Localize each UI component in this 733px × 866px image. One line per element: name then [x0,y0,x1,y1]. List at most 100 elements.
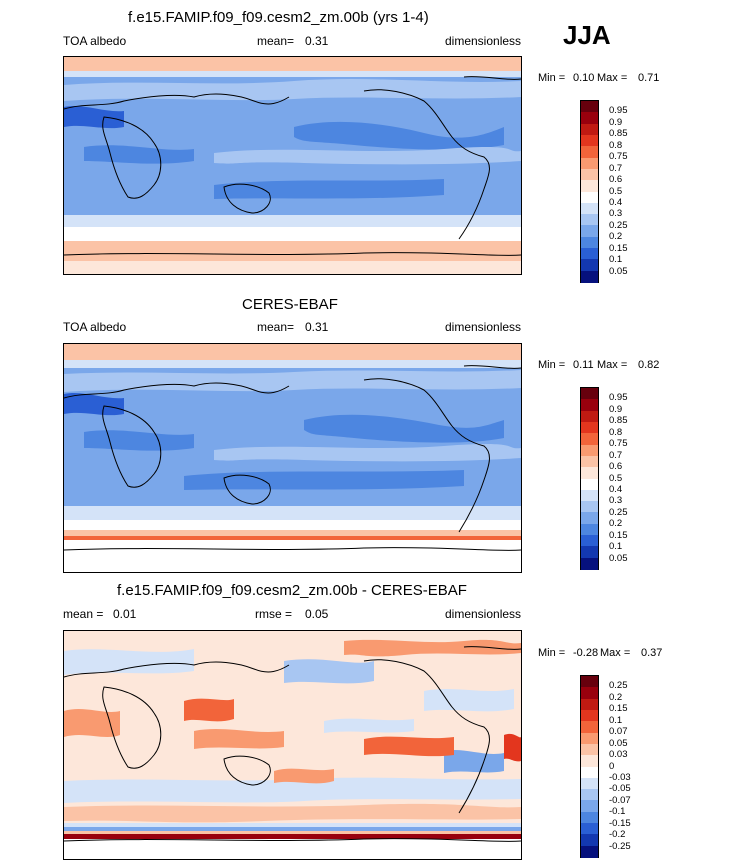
colorbar-box [581,134,598,147]
colorbar-tick-label: -0.15 [609,817,631,829]
panel-diff-mean-value: 0.01 [113,607,137,621]
season-label: JJA [563,20,611,50]
colorbar-tick-label: -0.07 [609,794,631,806]
colorbar-box [581,535,598,547]
colorbar-box [581,755,598,767]
panel-model-min-value: 0.10 [573,72,595,84]
colorbar-box [581,467,598,479]
colorbar-box [581,732,598,745]
colorbar-tick-label: -0.1 [609,806,626,818]
panel-obs-max-value: 0.82 [638,359,660,371]
panel-diff-rmse-label: rmse = [255,607,293,621]
colorbar-box [581,270,598,283]
panel-model-min-label: Min = [538,72,566,84]
colorbar-tick-label: 0.85 [609,415,628,427]
colorbar-box [581,546,598,559]
colorbar-box [581,800,598,813]
colorbar-tick-label: 0.2 [609,691,623,703]
colorbar-box [581,123,598,136]
colorbar-box [581,834,598,847]
colorbar-tick-label: 0.85 [609,128,628,140]
colorbar-box [581,399,598,412]
colorbar-box [581,157,598,170]
colorbar-box [581,248,598,260]
colorbar-box [581,676,598,688]
colorbar-tick-label: 0.5 [609,185,623,197]
panel-obs-title: CERES-EBAF [242,296,338,313]
colorbar-box [581,410,598,423]
colorbar-tick-label: 0.15 [609,242,628,254]
colorbar-tick-label: 0.25 [609,680,628,692]
colorbar-tick-label: 0.15 [609,703,628,715]
colorbar-tick-label: -0.03 [609,771,631,783]
colorbar-tick-label: 0 [609,760,615,772]
panel-diff-rmse-value: 0.05 [305,607,329,621]
colorbar-box [581,455,598,468]
colorbar-box [581,766,598,779]
colorbar-tick-label: 0.6 [609,461,623,473]
colorbar-box [581,112,598,125]
colorbar-box [581,789,598,801]
colorbar-box [581,180,598,192]
colorbar-tick-label: 0.5 [609,472,623,484]
panel-obs-min-value: 0.11 [573,359,594,371]
colorbar-tick-label: 0.75 [609,151,628,163]
colorbar-box [581,845,598,858]
colorbar-tick-label: 0.75 [609,438,628,450]
panel-obs-mean-label: mean= [257,320,295,334]
colorbar-tick-label: 0.1 [609,714,623,726]
colorbar-box [581,523,598,536]
colorbar-tick-label: 0.1 [609,541,623,553]
colorbar-tick-label: 0.05 [609,265,628,277]
colorbar-box [581,236,598,249]
colorbar-tick-label: 0.8 [609,139,623,151]
colorbar-box [581,687,598,700]
colorbar-box [581,444,598,457]
panel-model-max-value: 0.71 [638,72,660,84]
panel-model-mean-value: 0.31 [305,34,329,48]
colorbar-tick-label: 0.4 [609,483,623,495]
panel-diff-colorbar [580,675,599,858]
colorbar-box [581,478,598,491]
colorbar-box [581,202,598,215]
colorbar-tick-label: 0.95 [609,392,628,404]
colorbar-tick-label: 0.1 [609,254,623,266]
panel-diff-units: dimensionless [445,607,522,621]
panel-model-max-label: Max = [597,72,628,84]
colorbar-tick-label: -0.2 [609,829,626,841]
colorbar-tick-label: 0.25 [609,219,628,231]
colorbar-tick-label: 0.8 [609,426,623,438]
colorbar-tick-label: 0.15 [609,529,628,541]
colorbar-tick-label: 0.6 [609,174,623,186]
colorbar-box [581,388,598,400]
panel-obs-max-label: Max = [597,359,628,371]
panel-diff-max-label: Max = [600,647,631,659]
panel-obs-map [63,343,522,573]
colorbar-tick-label: 0.07 [609,726,628,738]
panel-diff-max-value: 0.37 [641,647,663,659]
colorbar-box [581,259,598,272]
colorbar-box [581,214,598,226]
colorbar-tick-label: 0.95 [609,105,628,117]
colorbar-box [581,721,598,734]
panel-model-units: dimensionless [445,34,522,48]
panel-obs-min-label: Min = [538,359,566,371]
panel-obs-colorbar [580,387,599,570]
colorbar-box [581,489,598,502]
panel-obs-mean-value: 0.31 [305,320,329,334]
panel-model-variable: TOA albedo [63,34,127,48]
colorbar-tick-label: 0.9 [609,403,623,415]
colorbar-tick-label: 0.25 [609,506,628,518]
panel-diff-title: f.e15.FAMIP.f09_f09.cesm2_zm.00b - CERES… [117,582,467,599]
colorbar-tick-label: 0.3 [609,208,623,220]
colorbar-box [581,512,598,525]
colorbar-box [581,743,598,756]
colorbar-box [581,101,598,113]
colorbar-tick-label: 0.7 [609,449,623,461]
colorbar-tick-label: 0.7 [609,162,623,174]
panel-model-title: f.e15.FAMIP.f09_f09.cesm2_zm.00b (yrs 1-… [128,9,429,26]
colorbar-tick-label: 0.4 [609,196,623,208]
colorbar-tick-label: 0.2 [609,518,623,530]
colorbar-box [581,421,598,434]
panel-model-mean-label: mean= [257,34,295,48]
